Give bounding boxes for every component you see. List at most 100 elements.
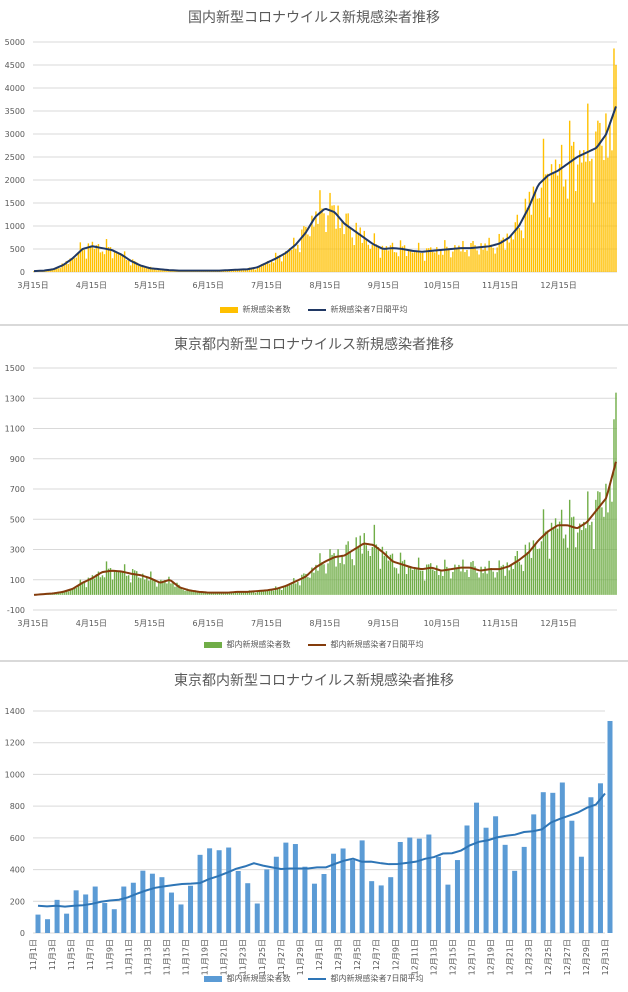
bar: [168, 892, 174, 933]
bar: [474, 245, 476, 272]
bar: [162, 580, 164, 595]
bar: [542, 138, 545, 272]
bar: [268, 263, 271, 272]
bar: [522, 571, 525, 595]
y-tick-label: 1200: [5, 739, 25, 748]
bar: [53, 268, 55, 272]
bar: [73, 890, 79, 933]
bar: [35, 914, 41, 933]
bar: [444, 559, 446, 595]
bar: [164, 269, 166, 272]
bar: [83, 249, 86, 272]
bar: [365, 545, 367, 595]
x-tick-label: 11月19日: [201, 939, 210, 975]
bar: [458, 564, 460, 595]
bar: [478, 254, 480, 272]
y-tick-label: 3500: [5, 107, 25, 116]
bar: [333, 553, 335, 595]
bar: [452, 251, 454, 272]
bar: [587, 103, 589, 272]
bar: [254, 592, 257, 595]
bar: [538, 548, 541, 595]
bar: [293, 237, 295, 272]
average-line: [33, 106, 617, 273]
bar: [293, 578, 295, 595]
x-tick-label: 11月7日: [86, 939, 95, 970]
x-tick-label: 11月15日: [162, 939, 171, 975]
bar: [200, 592, 202, 595]
bar: [93, 578, 96, 595]
bar: [504, 575, 506, 595]
bar: [91, 241, 94, 272]
bar: [130, 882, 136, 933]
x-tick-label: 12月27日: [563, 939, 572, 975]
bar: [140, 578, 142, 595]
bar: [601, 507, 603, 595]
bar: [252, 591, 255, 595]
bar: [524, 198, 527, 272]
bar: [160, 268, 162, 272]
bar: [226, 593, 229, 595]
bar: [274, 252, 277, 272]
bar: [254, 903, 260, 933]
bar: [607, 157, 609, 272]
bar: [49, 270, 51, 272]
bar: [321, 562, 323, 595]
legend-item-bars: 都内新規感染者数: [204, 973, 290, 984]
x-tick-label: 6月15日: [193, 281, 224, 290]
bar: [196, 591, 198, 595]
x-tick-label: 11月13日: [143, 939, 152, 975]
x-tick-label: 12月23日: [525, 939, 534, 975]
bar: [577, 532, 579, 595]
bar: [450, 257, 452, 272]
bar: [534, 192, 537, 272]
bar: [492, 247, 494, 272]
bar: [57, 268, 59, 272]
bar: [387, 560, 390, 595]
bar: [454, 860, 460, 933]
bar: [343, 234, 345, 272]
bar: [591, 158, 593, 272]
x-tick-label: 12月1日: [315, 939, 324, 970]
bar: [242, 592, 245, 595]
bar: [597, 120, 599, 272]
national-chart: 0 500 1000 1500 2000 2500 3000 3500 4000 4500 5000…: [5, 38, 617, 290]
bar: [448, 568, 450, 595]
bar: [327, 563, 329, 595]
bar: [133, 260, 136, 272]
bar: [583, 150, 585, 272]
legend-item-bars: 都内新規感染者数: [204, 639, 290, 650]
bar: [520, 230, 523, 272]
bar: [246, 269, 249, 272]
panel-divider: [0, 324, 628, 326]
bar: [102, 903, 108, 933]
bar: [301, 229, 303, 272]
bar: [262, 590, 265, 595]
bar: [270, 590, 273, 595]
bar: [560, 144, 563, 272]
bar: [154, 580, 156, 595]
bar: [385, 246, 388, 272]
bar: [556, 528, 559, 595]
bar: [550, 164, 553, 272]
bar: [262, 264, 265, 272]
bar: [67, 264, 69, 272]
bar: [510, 234, 512, 272]
bar: [377, 547, 380, 595]
bar: [566, 547, 569, 595]
bar: [149, 873, 155, 933]
bar: [67, 591, 69, 595]
bar: [174, 586, 176, 595]
bar: [421, 570, 424, 595]
bar: [184, 590, 186, 595]
bar: [436, 247, 438, 272]
bar: [558, 164, 561, 272]
bar: [144, 267, 146, 272]
bar: [490, 568, 492, 595]
bar: [355, 222, 357, 272]
bar: [81, 582, 84, 595]
bar: [174, 270, 176, 272]
bar: [494, 253, 496, 272]
bar: [508, 570, 510, 595]
bar: [470, 562, 472, 595]
